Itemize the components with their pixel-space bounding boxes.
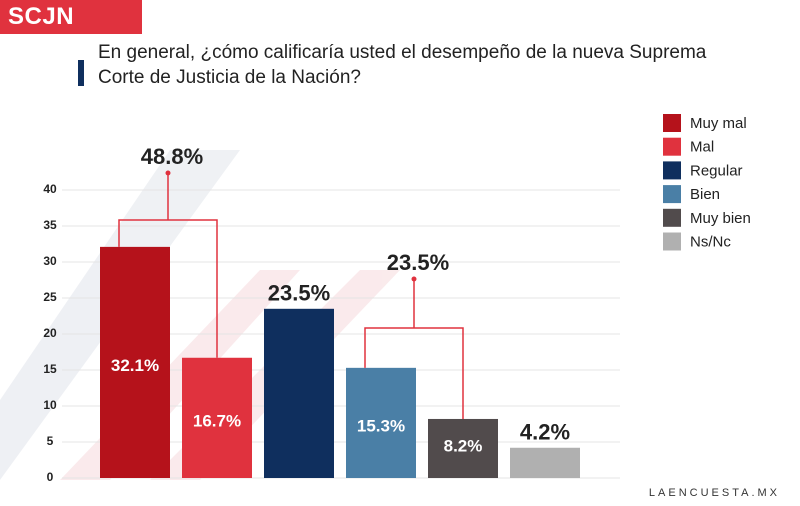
value-label: 32.1% [111, 356, 159, 375]
legend-label: Bien [690, 186, 720, 203]
value-label: 23.5% [268, 281, 330, 306]
y-tick-label: 25 [43, 290, 57, 304]
y-tick-label: 15 [43, 362, 57, 376]
value-label: 4.2% [520, 420, 570, 445]
y-tick-label: 20 [43, 326, 57, 340]
value-label: 16.7% [193, 411, 241, 430]
legend-label: Mal [690, 139, 714, 156]
legend-swatch [663, 161, 681, 180]
badge: SCJN [0, 0, 142, 34]
source: LAENCUESTA.MX [649, 487, 780, 499]
y-tick-label: 10 [43, 398, 57, 412]
value-label: 8.2% [444, 436, 483, 455]
bar [264, 308, 334, 478]
bracket-dot [411, 276, 417, 282]
legend-swatch [663, 232, 681, 251]
title-marker [78, 60, 84, 86]
legend-swatch [663, 185, 681, 204]
legend-label: Regular [690, 162, 743, 179]
bar [100, 246, 170, 478]
legend-label: Muy mal [690, 115, 747, 132]
y-tick-label: 30 [43, 254, 57, 268]
bracket-dot [165, 170, 171, 176]
bar [428, 418, 498, 478]
annotation: 48.8% [141, 144, 203, 169]
bar [182, 357, 252, 478]
legend-label: Ns/Nc [690, 233, 731, 250]
legend-swatch [663, 137, 681, 156]
bar [346, 367, 416, 478]
y-tick-label: 0 [47, 470, 54, 484]
value-label: 15.3% [357, 416, 405, 435]
y-tick-label: 5 [47, 434, 54, 448]
legend-label: Muy bien [690, 210, 751, 227]
legend-swatch [663, 114, 681, 132]
chart-title: En general, ¿cómo calificaría usted el d… [98, 42, 707, 88]
y-tick-label: 40 [43, 182, 57, 196]
y-tick-label: 35 [43, 218, 57, 232]
legend-swatch [663, 208, 681, 227]
bar [510, 447, 580, 478]
annotation: 23.5% [387, 250, 449, 275]
